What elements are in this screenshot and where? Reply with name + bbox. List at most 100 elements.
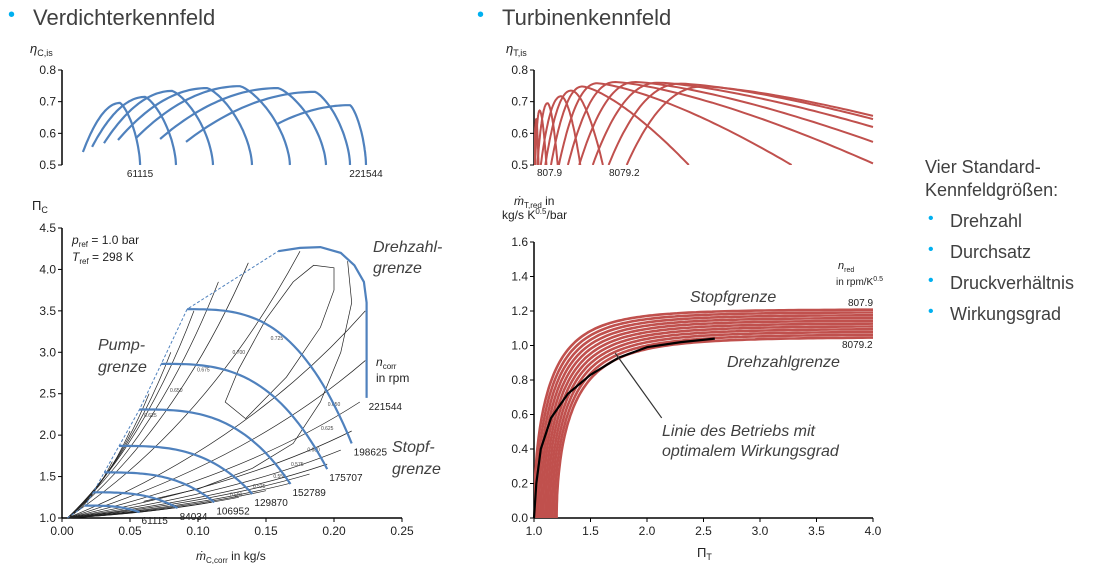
- turbine-efficiency-y-tick-label: 0.6: [511, 126, 528, 140]
- turbine-speed-line: [539, 316, 874, 518]
- speed-line: [161, 362, 329, 470]
- bullet-icon: •: [928, 210, 934, 227]
- bullet-icon: •: [477, 4, 485, 26]
- speed-line: [187, 308, 353, 444]
- turbine-speed-line: [546, 325, 874, 518]
- turbine-map-y-tick-label: 1.4: [511, 270, 528, 284]
- turbine-map-x-tick-label: 4.0: [865, 524, 882, 538]
- compressor-efficiency-curve: [159, 87, 328, 166]
- efficiency-contour-label: 0.625: [321, 426, 334, 432]
- turbine-efficiency-y-tick-label: 0.7: [511, 95, 528, 109]
- nred-legend: nred: [838, 260, 854, 274]
- compressor-map-x-tick-label: 0.25: [390, 524, 414, 538]
- turbine-speed-line: [548, 327, 874, 518]
- turbine-map-x-tick-label: 2.5: [695, 524, 712, 538]
- efficiency-contour: [67, 310, 195, 519]
- speed-line: [104, 471, 215, 504]
- compressor-map-y-tick-label: 1.5: [39, 470, 56, 484]
- choke-limit-label: Stopfgrenze: [690, 289, 776, 306]
- turbine-map-y-tick-label: 1.6: [511, 235, 528, 249]
- efficiency-contour: [67, 393, 150, 519]
- turbine-efficiency-ylabel: ηT,is: [506, 41, 527, 58]
- speed-line-label: 175707: [329, 473, 363, 484]
- side-heading-line1: Vier Standard-: [925, 157, 1041, 177]
- turbine-efficiency-curve: [607, 82, 874, 165]
- turbine-map-x-tick-label: 1.5: [582, 524, 599, 538]
- turbine-map-y-tick-label: 1.0: [511, 339, 528, 353]
- speed-line-label: 106952: [216, 506, 250, 517]
- compressor-map-y-tick-label: 3.0: [39, 345, 56, 359]
- choke-limit-label-2: grenze: [392, 461, 441, 478]
- compressor-efficiency-y-tick-label: 0.5: [39, 158, 56, 172]
- turbine-speed-line: [537, 314, 873, 518]
- side-item-speed: Drehzahl: [950, 211, 1023, 231]
- turbine-map-y-tick-label: 0.2: [511, 477, 528, 491]
- speed-line-label: 129870: [254, 498, 288, 509]
- turbine-efficiency-y-tick-label: 0.5: [511, 158, 528, 172]
- efficiency-contour-label: 0.550: [273, 474, 286, 480]
- turbine-efficiency-curve: [578, 80, 874, 165]
- optimum-line-label-2: optimalem Wirkungsgrad: [662, 443, 840, 460]
- surge-line: [67, 250, 279, 519]
- compressor-efficiency-curve: [276, 104, 368, 166]
- compressor-efficiency-y-tick-label: 0.7: [39, 95, 56, 109]
- compressor-map-y-tick-label: 4.5: [39, 221, 56, 235]
- compressor-map-y-tick-label: 3.5: [39, 304, 56, 318]
- efficiency-contour-island: [143, 261, 353, 502]
- ncorr-unit: in rpm: [376, 371, 409, 385]
- turbine-efficiency-curve: [550, 85, 690, 165]
- side-item-efficiency: Wirkungsgrad: [950, 304, 1062, 324]
- compressor-efficiency-curve: [103, 89, 215, 166]
- speed-limit-label: Drehzahlgrenze: [727, 354, 840, 371]
- turbine-efficiency-curve: [566, 80, 874, 165]
- turbine-map-title: Turbinenkennfeld: [502, 5, 672, 30]
- turbine-map-yunit: kg/s K0.5/bar: [502, 207, 567, 222]
- compressor-map-x-tick-label: 0.15: [254, 524, 278, 538]
- speed-line: [93, 491, 179, 510]
- compressor-efficiency-curve: [117, 87, 254, 166]
- speed-line-label: 84034: [180, 512, 208, 523]
- side-heading-line2: Kennfeldgrößen:: [925, 180, 1059, 200]
- turbine-efficiency-plot: [534, 80, 874, 165]
- surge-limit-label: Pump-: [98, 337, 145, 354]
- efficiency-contour-island: [224, 264, 335, 419]
- optimum-line-label: Linie des Betriebs mit: [662, 423, 816, 440]
- efficiency-contour: [67, 430, 352, 519]
- nred-unit: in rpm/K0.5: [836, 276, 883, 288]
- efficiency-contour-label: 0.625: [144, 413, 157, 419]
- speed-label-min: 61115: [127, 169, 154, 180]
- compressor-map-xlabel: ṁC,corr in kg/s: [196, 549, 266, 565]
- turbine-speed-line: [541, 319, 874, 519]
- efficiency-contour-label: 0.600: [307, 448, 320, 454]
- bullet-icon: •: [928, 241, 934, 258]
- bullet-icon: •: [928, 303, 934, 320]
- efficiency-contour: [67, 360, 366, 519]
- speed-line-label: 198625: [354, 447, 388, 458]
- efficiency-contour-label: 0.700: [233, 350, 246, 356]
- efficiency-contour-label: 0.725: [271, 336, 284, 342]
- compressor-map-y-tick-label: 2.5: [39, 387, 56, 401]
- speed-line: [139, 408, 292, 485]
- turbine-efficiency-curve: [557, 82, 793, 165]
- compressor-map-y-tick-label: 4.0: [39, 262, 56, 276]
- side-item-flow: Durchsatz: [950, 242, 1032, 262]
- efficiency-contour: [67, 281, 219, 519]
- turbine-speed-line: [553, 333, 873, 519]
- compressor-efficiency-y-tick-label: 0.8: [39, 63, 56, 77]
- compressor-map-x-tick-label: 0.05: [118, 524, 142, 538]
- turbine-map-y-tick-label: 0.0: [511, 511, 528, 525]
- ref-temperature: Tref = 298 K: [72, 250, 134, 266]
- nred-bottom-label: 8079.2: [842, 340, 873, 351]
- bullet-icon: •: [8, 4, 16, 26]
- compressor-efficiency-curve: [81, 101, 142, 166]
- turbine-speed-line: [544, 322, 874, 518]
- turbine-map-plot: [534, 308, 874, 519]
- efficiency-contour: [67, 310, 366, 519]
- speed-label-max: 8079.2: [609, 168, 640, 179]
- compressor-map-title: Verdichterkennfeld: [33, 5, 216, 30]
- ncorr-legend: ncorr: [376, 355, 397, 371]
- turbine-efficiency-curve: [625, 85, 874, 165]
- efficiency-contour-label: 0.675: [197, 367, 210, 373]
- side-item-pressure-ratio: Druckverhältnis: [950, 273, 1075, 293]
